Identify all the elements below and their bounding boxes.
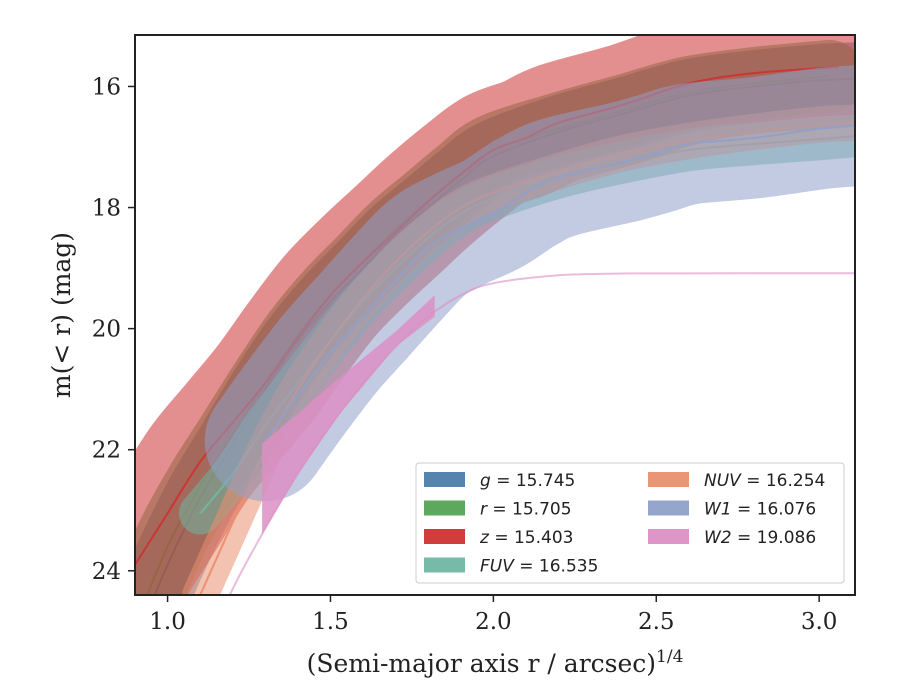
y-axis-label: m(< r) (mag) — [47, 232, 76, 398]
legend-frame — [415, 462, 845, 584]
y-tick-label: 18 — [92, 196, 121, 222]
legend-item-fuv: FUV = 16.535 — [424, 557, 598, 577]
series-w1-line — [264, 124, 855, 442]
legend-label: r = 15.705 — [480, 500, 572, 520]
x-tick-label: 2.0 — [475, 609, 512, 635]
legend-item-w1: W1 = 16.076 — [648, 500, 816, 520]
plot-frame — [134, 34, 856, 596]
series-w1 — [204, 65, 855, 502]
y-tick-label: 16 — [92, 74, 121, 100]
legend-item-w2: W2 = 19.086 — [648, 528, 816, 548]
y-tick-label: 20 — [92, 317, 121, 343]
ticks-layer: 1.0 1.5 2.0 2.5 3.0 16 18 20 22 24 — [92, 74, 838, 635]
legend-swatch — [424, 529, 465, 544]
legend-swatch — [424, 500, 465, 516]
legend-item-g: g = 15.745 — [424, 471, 575, 491]
legend-item-z: z = 15.403 — [424, 528, 573, 548]
legend-label: W1 = 16.076 — [704, 500, 816, 520]
legend-swatch — [648, 472, 689, 487]
x-tick-label: 1.0 — [149, 609, 186, 635]
legend-label: NUV = 16.254 — [704, 471, 825, 491]
legend-swatch — [424, 472, 465, 487]
x-axis-label-sup: 1/4 — [656, 647, 683, 667]
x-tick-label: 3.0 — [801, 609, 838, 635]
legend-swatch — [648, 529, 689, 544]
y-tick-label: 24 — [92, 559, 121, 585]
series-w2-band — [262, 295, 435, 535]
legend-item-nuv: NUV = 16.254 — [648, 471, 825, 491]
x-axis-label: (Semi-major axis r / arcsec)1/4 — [307, 647, 684, 678]
legend-label: g = 15.745 — [480, 471, 575, 491]
series-layer — [135, 35, 855, 595]
legend-swatch — [424, 557, 465, 573]
legend-label: z = 15.403 — [479, 528, 573, 548]
x-tick-label: 1.5 — [312, 609, 349, 635]
series-w2 — [228, 272, 855, 595]
legend-label: FUV = 16.535 — [480, 557, 598, 577]
series-w2-line — [228, 272, 855, 595]
legend: g = 15.745 r = 15.705 z = 15.403 FUV = 16.5… — [415, 462, 845, 584]
y-tick-label: 22 — [92, 438, 121, 464]
x-tick-label: 2.5 — [638, 609, 675, 635]
legend-label: W2 = 19.086 — [704, 528, 816, 548]
legend-item-r: r = 15.705 — [424, 500, 572, 520]
legend-swatch — [648, 500, 689, 516]
